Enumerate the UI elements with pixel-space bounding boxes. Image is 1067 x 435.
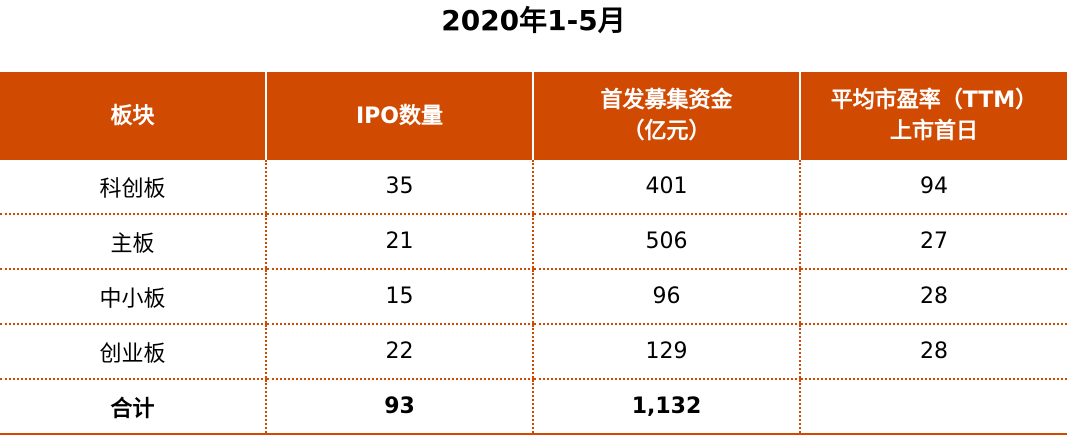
header-avg-pe-sub: 上市首日	[889, 119, 978, 144]
total-ipo-count-cell: 93	[265, 379, 533, 435]
header-board: 板块	[0, 72, 266, 160]
ipo-count-cell: 22	[265, 324, 533, 380]
header-ipo-count: IPO数量	[265, 72, 533, 160]
header-funds-raised-unit: （亿元）	[622, 119, 711, 144]
header-board-label: 板块	[110, 103, 155, 129]
avg-pe-cell: 27	[799, 214, 1067, 270]
table-row: 主板 21 506 27	[0, 214, 1067, 270]
page-title: 2020年1-5月	[441, 4, 626, 37]
header-row: 板块 IPO数量 首发募集资金 （亿元） 平均市盈率（TTM） 上市首日	[0, 72, 1067, 160]
header-ipo-count-label: IPO数量	[355, 103, 443, 129]
total-label-cell: 合计	[0, 379, 266, 435]
ipo-count-cell: 35	[265, 160, 533, 215]
avg-pe-cell: 94	[799, 160, 1067, 215]
total-funds-raised-cell: 1,132	[532, 379, 800, 435]
board-cell: 创业板	[0, 324, 266, 380]
funds-raised-cell: 506	[532, 214, 800, 270]
table-row: 科创板 35 401 94	[0, 160, 1067, 215]
avg-pe-cell: 28	[799, 269, 1067, 325]
avg-pe-cell: 28	[799, 324, 1067, 380]
ipo-count-cell: 15	[265, 269, 533, 325]
funds-raised-cell: 96	[532, 269, 800, 325]
total-row: 合计 93 1,132	[0, 379, 1067, 435]
funds-raised-cell: 401	[532, 160, 800, 215]
board-cell: 中小板	[0, 269, 266, 325]
table-row: 中小板 15 96 28	[0, 269, 1067, 325]
board-cell: 主板	[0, 214, 266, 270]
board-cell: 科创板	[0, 160, 266, 215]
table-row: 创业板 22 129 28	[0, 324, 1067, 380]
ipo-count-cell: 21	[265, 214, 533, 270]
funds-raised-cell: 129	[532, 324, 800, 380]
header-funds-raised-label: 首发募集资金	[600, 88, 733, 113]
ipo-table: 板块 IPO数量 首发募集资金 （亿元） 平均市盈率（TTM） 上市首日 科创板…	[0, 72, 1067, 435]
header-funds-raised: 首发募集资金 （亿元）	[532, 72, 800, 160]
total-avg-pe-cell	[799, 379, 1067, 435]
header-avg-pe-label: 平均市盈率（TTM）	[830, 88, 1038, 113]
header-avg-pe: 平均市盈率（TTM） 上市首日	[799, 72, 1067, 160]
